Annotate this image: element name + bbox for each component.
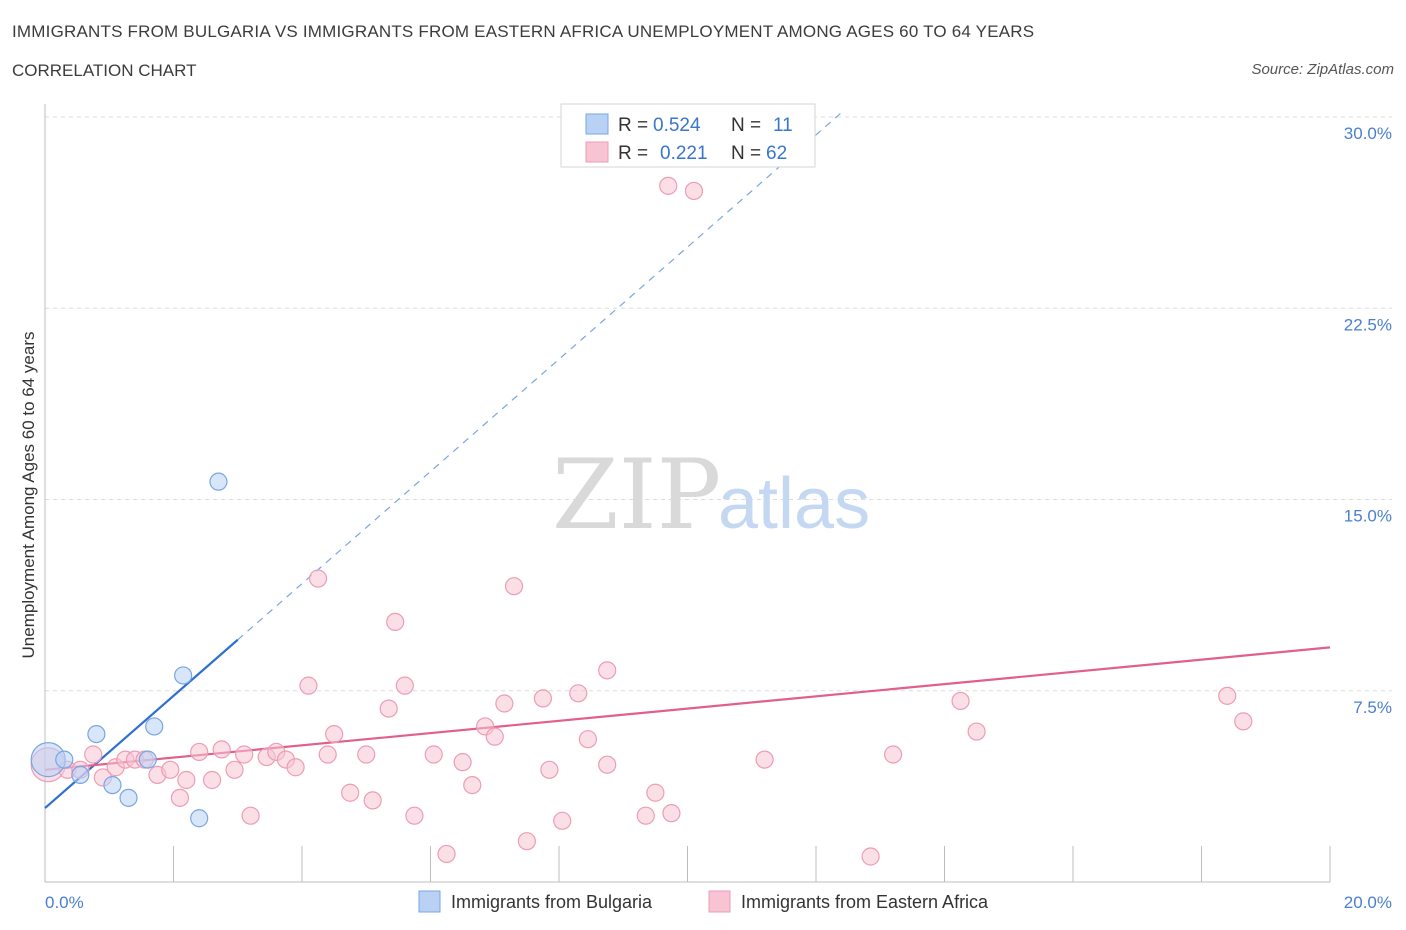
point-eastern-africa bbox=[299, 676, 318, 695]
point-eastern-africa bbox=[646, 783, 665, 802]
point-eastern-africa bbox=[569, 684, 588, 703]
point-eastern-africa bbox=[286, 758, 305, 777]
point-bulgaria bbox=[103, 775, 122, 795]
watermark-zip: ZIP bbox=[552, 439, 721, 551]
point-bulgaria bbox=[119, 788, 138, 807]
point-bulgaria bbox=[71, 765, 90, 785]
point-eastern-africa bbox=[1234, 712, 1253, 731]
point-eastern-africa bbox=[437, 844, 456, 864]
point-eastern-africa bbox=[540, 760, 559, 779]
point-eastern-africa bbox=[357, 745, 376, 764]
point-eastern-africa bbox=[405, 806, 424, 825]
legend-r-value-eastern-africa: 0.221 bbox=[660, 143, 708, 164]
source-label: Source: ZipAtlas.com bbox=[1251, 61, 1394, 78]
tick-labels: 7.5% 15.0% 22.5% 30.0% 0.0% 20.0% bbox=[45, 124, 1392, 912]
point-eastern-africa bbox=[379, 699, 398, 718]
point-eastern-africa bbox=[395, 676, 414, 695]
point-eastern-africa bbox=[578, 730, 598, 749]
series-legend: Immigrants from Bulgaria Immigrants from… bbox=[418, 890, 989, 913]
point-eastern-africa bbox=[212, 740, 231, 759]
point-eastern-africa bbox=[453, 753, 472, 772]
legend-swatch-eastern-africa bbox=[585, 141, 609, 163]
point-eastern-africa bbox=[190, 742, 209, 762]
point-eastern-africa bbox=[598, 661, 617, 680]
legend-r-value-bulgaria: 0.524 bbox=[653, 115, 701, 136]
point-eastern-africa bbox=[170, 788, 190, 807]
stats-legend: R = 0.524 N = 11 R = 0.221 N = 62 bbox=[560, 103, 816, 168]
legend-swatch-bulgaria bbox=[585, 113, 609, 135]
point-bulgaria bbox=[190, 809, 209, 828]
point-eastern-africa bbox=[883, 745, 903, 764]
trend-line-bulgaria-extension bbox=[237, 111, 843, 641]
legend-n-value-bulgaria: 11 bbox=[773, 115, 793, 136]
y-tick-label: 15.0% bbox=[1344, 507, 1392, 526]
point-eastern-africa bbox=[495, 694, 514, 713]
legend-n-label-eastern-africa: N = bbox=[731, 143, 761, 164]
grid bbox=[45, 116, 1392, 692]
data-points bbox=[30, 176, 1253, 866]
y-tick-label: 30.0% bbox=[1344, 124, 1392, 143]
point-eastern-africa bbox=[202, 770, 222, 790]
legend-r-label-eastern-africa: R = bbox=[618, 143, 648, 164]
point-eastern-africa bbox=[553, 811, 572, 830]
point-eastern-africa bbox=[177, 770, 196, 790]
point-eastern-africa bbox=[84, 745, 103, 764]
point-eastern-africa bbox=[386, 612, 405, 632]
point-eastern-africa bbox=[636, 806, 655, 825]
legend-n-label-bulgaria: N = bbox=[731, 115, 761, 136]
point-eastern-africa bbox=[951, 691, 970, 711]
legend-r-label-bulgaria: R = bbox=[618, 115, 648, 136]
point-eastern-africa bbox=[659, 176, 678, 195]
point-bulgaria bbox=[174, 666, 193, 685]
point-eastern-africa bbox=[325, 724, 344, 744]
trend-line-eastern-africa bbox=[44, 646, 1331, 771]
point-eastern-africa bbox=[861, 847, 880, 866]
point-eastern-africa bbox=[318, 745, 337, 764]
point-eastern-africa bbox=[504, 577, 524, 596]
point-eastern-africa bbox=[463, 775, 482, 795]
point-eastern-africa bbox=[598, 755, 617, 774]
x-tick-label: 20.0% bbox=[1344, 893, 1392, 912]
point-eastern-africa bbox=[235, 745, 254, 764]
point-eastern-africa bbox=[1218, 686, 1237, 705]
point-eastern-africa bbox=[517, 832, 536, 851]
point-eastern-africa bbox=[755, 750, 774, 769]
chart-title: IMMIGRANTS FROM BULGARIA VS IMMIGRANTS F… bbox=[12, 22, 1035, 41]
point-bulgaria bbox=[138, 750, 157, 769]
y-axis-label: Unemployment Among Ages 60 to 64 years bbox=[19, 332, 38, 659]
point-eastern-africa bbox=[161, 760, 180, 779]
point-eastern-africa bbox=[684, 181, 704, 201]
point-eastern-africa bbox=[341, 783, 360, 802]
legend-label-eastern-africa: Immigrants from Eastern Africa bbox=[741, 892, 989, 912]
point-eastern-africa bbox=[241, 806, 260, 825]
legend-swatch-bottom-bulgaria bbox=[418, 890, 441, 913]
legend-n-value-eastern-africa: 62 bbox=[766, 143, 787, 164]
watermark-atlas: atlas bbox=[718, 464, 870, 544]
watermark: ZIP atlas bbox=[552, 439, 870, 551]
point-bulgaria bbox=[145, 717, 164, 736]
y-tick-label: 22.5% bbox=[1344, 315, 1392, 334]
legend-swatch-bottom-eastern-africa bbox=[708, 890, 731, 913]
chart-subtitle: CORRELATION CHART bbox=[12, 61, 197, 80]
point-eastern-africa bbox=[363, 791, 382, 810]
legend-label-bulgaria: Immigrants from Bulgaria bbox=[451, 892, 653, 912]
x-tick-label: 0.0% bbox=[45, 893, 84, 912]
y-tick-label: 7.5% bbox=[1353, 698, 1392, 717]
point-bulgaria bbox=[87, 724, 106, 744]
point-eastern-africa bbox=[308, 569, 328, 588]
point-eastern-africa bbox=[662, 804, 681, 823]
point-eastern-africa bbox=[485, 727, 504, 746]
point-eastern-africa bbox=[424, 745, 443, 764]
point-bulgaria bbox=[55, 750, 74, 769]
point-eastern-africa bbox=[967, 722, 986, 741]
point-bulgaria bbox=[209, 472, 228, 491]
point-eastern-africa bbox=[533, 689, 553, 708]
point-eastern-africa bbox=[225, 760, 244, 779]
